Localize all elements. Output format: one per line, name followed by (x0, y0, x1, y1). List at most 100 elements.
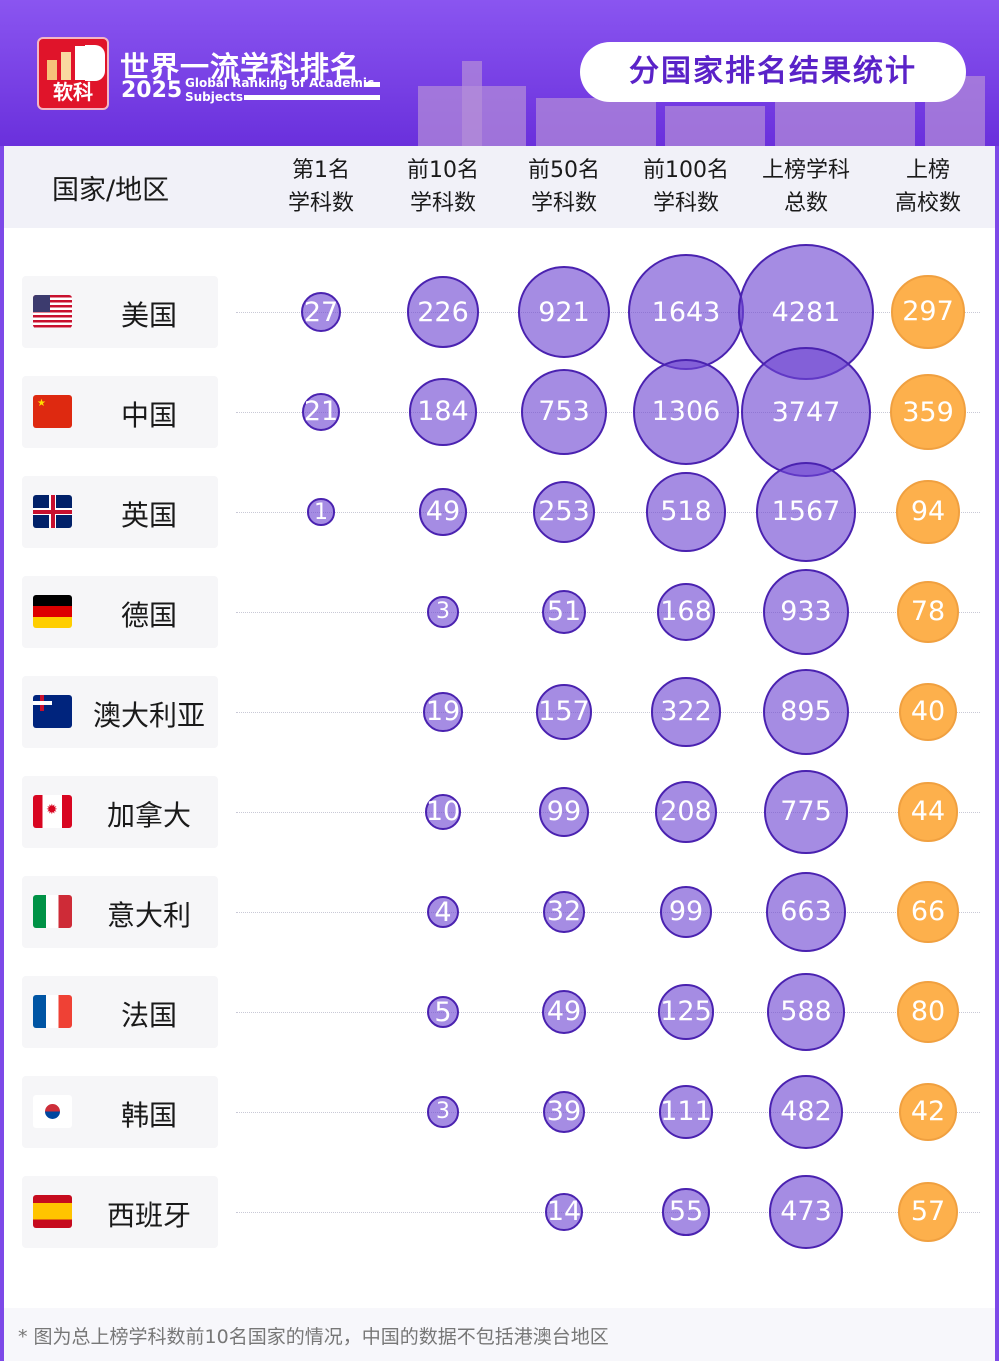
au-flag-icon (33, 695, 72, 728)
bubble-top10: 49 (419, 488, 467, 536)
table-row: 美国 27 226 921 1643 4281 297 (4, 244, 995, 380)
building-illustration (536, 98, 656, 146)
country-name: 中国 (120, 399, 177, 432)
column-header-line1: 上榜 (905, 158, 950, 183)
country-name: 韩国 (120, 1099, 177, 1132)
bubble-top10: 184 (409, 378, 477, 446)
country-name: 澳大利亚 (92, 699, 205, 732)
country-name: 英国 (120, 499, 177, 532)
bubble-total: 1567 (756, 462, 856, 562)
bubble-top50: 14 (545, 1193, 583, 1231)
ranking-table: 国家/地区 第1名 学科数 前10名 学科数 前50名 学科数 前100名 学科数 上榜学科 总数… (4, 146, 995, 1361)
bubble-total: 473 (768, 1174, 844, 1250)
column-header-line1: 前50名 (528, 158, 600, 183)
country-cell: 德国 (22, 576, 218, 648)
bubble-top100: 322 (651, 677, 721, 747)
bubble-universities: 94 (896, 480, 960, 544)
bubble-top100: 125 (658, 984, 714, 1040)
bubble-top10: 10 (425, 794, 461, 830)
bubble-top100: 55 (662, 1188, 710, 1236)
column-header: 上榜 高校数 (868, 154, 988, 220)
bubble-universities: 297 (891, 275, 965, 349)
subtitle-line2: Subjects (185, 90, 244, 104)
bubble-top10: 19 (423, 692, 463, 732)
column-header-line2: 高校数 (894, 191, 961, 216)
table-row: 澳大利亚 19 157 322 895 40 (4, 647, 995, 756)
bubble-total: 663 (765, 871, 847, 953)
column-header: 第1名 学科数 (261, 154, 381, 220)
ranking-title: 世界一流学科排名 (120, 50, 361, 84)
column-header: 上榜学科 总数 (746, 154, 866, 220)
table-row: ✹ 加拿大 10 99 208 775 44 (4, 747, 995, 854)
bubble-universities: 359 (890, 374, 966, 450)
country-name: 意大利 (106, 899, 191, 932)
building-illustration (665, 106, 765, 146)
bubble-total: 775 (764, 770, 848, 854)
row-guide-line (236, 512, 980, 513)
uk-flag-icon (33, 495, 72, 528)
bubble-top50: 253 (532, 480, 596, 544)
bubble-universities: 40 (898, 682, 958, 742)
country-cell: 意大利 (22, 876, 218, 948)
country-cell: 韩国 (22, 1076, 218, 1148)
bubble-top50: 49 (541, 989, 587, 1035)
table-header: 国家/地区 第1名 学科数 前10名 学科数 前50名 学科数 前100名 学科数 上榜学科 总数… (4, 146, 995, 228)
bubble-top100: 168 (656, 582, 716, 642)
bubble-first: 21 (301, 392, 341, 432)
bubble-top10: 3 (427, 1096, 459, 1128)
us-flag-icon (33, 295, 72, 328)
column-header: 前10名学科数 (383, 154, 503, 220)
ranking-year: 2025 (121, 78, 183, 103)
table-row: 西班牙 14 55 473 57 (4, 1147, 995, 1250)
table-row: 法国 5 49 125 588 80 (4, 947, 995, 1052)
bubble-top10: 3 (427, 596, 459, 628)
bubble-top100: 99 (659, 885, 713, 939)
bubble-top50: 32 (543, 891, 585, 933)
bubble-first: 27 (301, 292, 341, 332)
section-title: 分国家排名结果统计 (580, 42, 966, 102)
shanghairanking-logo: 软科 (37, 37, 109, 110)
bubble-top50: 51 (541, 589, 587, 635)
table-row: 韩国 3 39 111 482 42 (4, 1047, 995, 1150)
bubble-top10: 5 (426, 995, 460, 1029)
country-cell: 英国 (22, 476, 218, 548)
country-cell: 美国 (22, 276, 218, 348)
column-header-line2: 学科数 (287, 191, 354, 216)
column-header: 前100名 学科数 (626, 154, 746, 220)
country-cell: ✹ 加拿大 (22, 776, 218, 848)
ranking-subtitle: Global Ranking of Academic Subjects (185, 76, 374, 104)
bubble-universities: 66 (897, 881, 959, 943)
logo-text: 软科 (53, 80, 93, 104)
bubble-top100: 111 (659, 1085, 713, 1139)
row-guide-line (236, 712, 980, 713)
bubble-top100: 518 (646, 472, 726, 552)
bubble-universities: 80 (896, 980, 960, 1044)
bubble-universities: 42 (898, 1082, 958, 1142)
column-header-line2: 学科数 (409, 191, 476, 216)
bubble-first: 1 (307, 498, 335, 526)
de-flag-icon (33, 595, 72, 628)
country-name: 加拿大 (106, 799, 191, 832)
decor-bar (366, 82, 380, 87)
bubble-top50: 39 (542, 1090, 586, 1134)
bubble-universities: 78 (896, 580, 960, 644)
subtitle-line1: Global Ranking of Academic (185, 76, 375, 90)
building-illustration (462, 61, 482, 146)
es-flag-icon (33, 1195, 72, 1228)
country-name: 美国 (120, 299, 177, 332)
bubble-universities: 57 (897, 1181, 959, 1243)
row-guide-line (236, 1212, 980, 1213)
column-header-line2: 学科数 (652, 191, 719, 216)
row-guide-line (236, 812, 980, 813)
bubble-top50: 921 (518, 266, 610, 358)
row-guide-line (236, 412, 980, 413)
column-header-line2: 学科数 (530, 191, 597, 216)
bubble-top50: 99 (538, 786, 590, 838)
row-guide-line (236, 1112, 980, 1113)
table-row: 英国 1 49 253 518 1567 94 (4, 447, 995, 562)
column-header-line1: 前10名 (407, 158, 479, 183)
table-row: 德国 3 51 168 933 78 (4, 547, 995, 656)
header-banner: 软科 世界一流学科排名 2025 Global Ranking of Acade… (0, 0, 999, 146)
country-cell: 西班牙 (22, 1176, 218, 1248)
it-flag-icon (33, 895, 72, 928)
